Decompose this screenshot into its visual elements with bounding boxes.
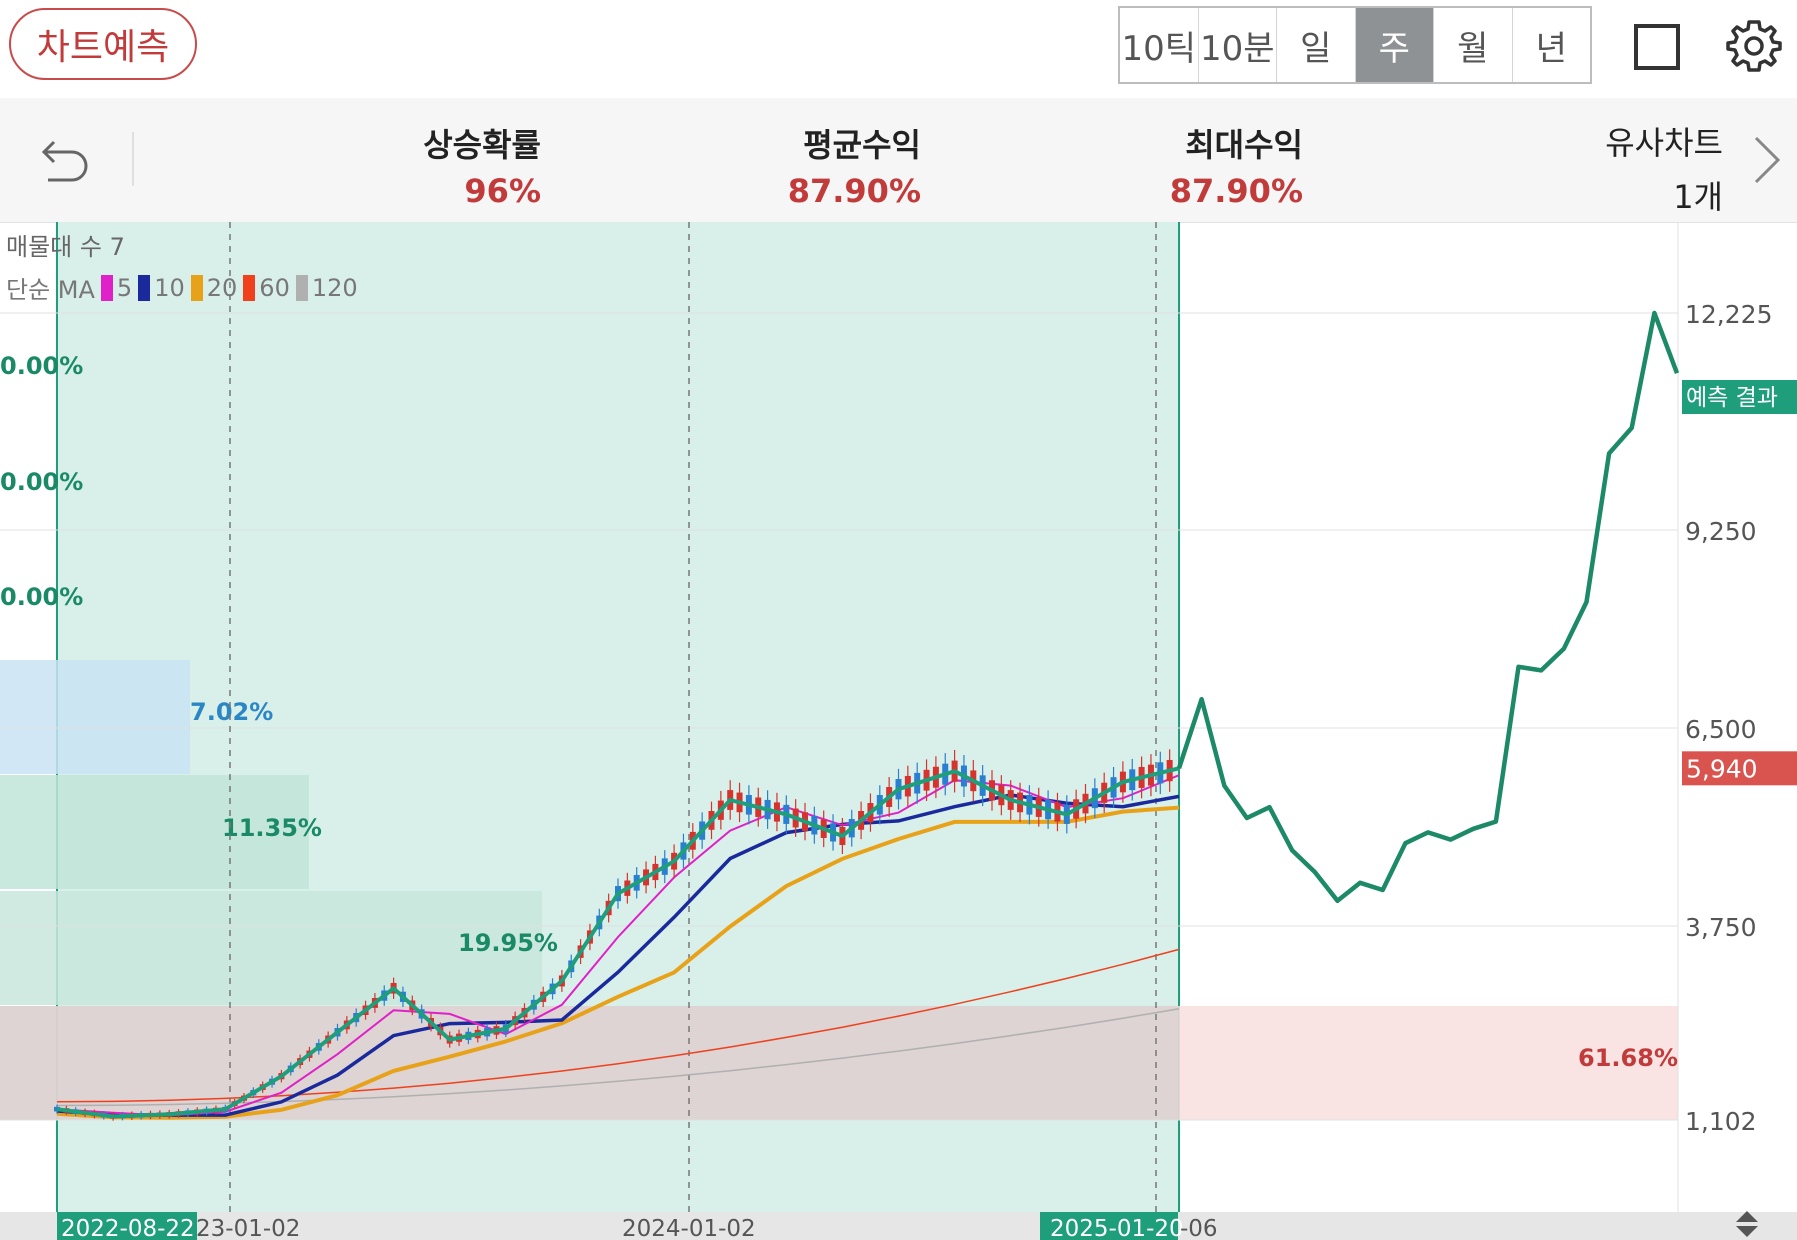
rise-probability-label: 상승확률 (423, 126, 541, 164)
current-price-label: 5,940 (1686, 754, 1758, 783)
volume-profile-band-overlay (0, 1006, 1179, 1120)
ma5-swatch (100, 274, 113, 301)
price-tick-label: 9,250 (1685, 517, 1757, 546)
volume-profile-label: 0.00% (0, 468, 83, 496)
ma10-label: 10 (154, 273, 185, 302)
forecast-line (1176, 310, 1680, 904)
volume-profile-label: 19.95% (458, 929, 558, 957)
stats-bar: 상승확률 96% 평균수익 87.90% 최대수익 87.90% 유사차트 1개 (0, 98, 1797, 223)
period-10min[interactable]: 10분 (1199, 8, 1277, 82)
window-start-date-label: 2022-08-22 (61, 1216, 195, 1240)
gear-icon[interactable] (1726, 18, 1782, 74)
volume-profile-label: 11.35% (222, 814, 322, 842)
max-return-label: 최대수익 (1185, 126, 1303, 164)
average-return-value: 87.90% (787, 172, 921, 210)
ma20-swatch (190, 274, 203, 301)
period-selector: 10틱 10분 일 주 월 년 (1118, 6, 1592, 84)
period-month[interactable]: 월 (1434, 8, 1513, 82)
ma-legend: 단순 MA 5 10 20 60 120 (6, 270, 358, 305)
pattern-line (56, 766, 1180, 1119)
ma60-label: 60 (259, 273, 290, 302)
chevron-right-icon[interactable] (1748, 130, 1788, 190)
ma20-line (56, 805, 1180, 1120)
similar-chart[interactable]: 유사차트 1개 (1605, 118, 1723, 218)
similar-chart-count: 1개 (1673, 178, 1723, 216)
candle-body (54, 1106, 60, 1112)
price-tick-label: 12,225 (1685, 300, 1772, 329)
volume-profile-band (0, 891, 542, 1005)
price-tick-label: 3,750 (1685, 913, 1757, 942)
ma60-swatch (243, 274, 256, 301)
rise-probability: 상승확률 96% (423, 120, 541, 210)
average-return: 평균수익 87.90% (788, 120, 921, 210)
average-return-label: 평균수익 (803, 126, 921, 164)
price-tick-label: 6,500 (1685, 715, 1757, 744)
ma120-label: 120 (311, 273, 358, 302)
current-price-tag (1682, 751, 1797, 786)
chart-predict-button[interactable]: 차트예측 (9, 8, 197, 80)
ma5-label: 5 (116, 273, 133, 302)
volume-profile-label: 7.02% (190, 698, 273, 726)
period-week[interactable]: 주 (1355, 8, 1434, 82)
undo-icon[interactable] (38, 132, 94, 188)
period-year[interactable]: 년 (1535, 28, 1567, 69)
period-10tick[interactable]: 10틱 (1120, 8, 1199, 82)
ma20-label: 20 (206, 273, 238, 302)
window-end-date-label: 2025-01-20 (1050, 1216, 1184, 1240)
divider (132, 132, 134, 186)
volume-profile-legend: 매물대 수 7 (6, 233, 125, 261)
volume-profile-label: 0.00% (0, 352, 83, 380)
volume-profile-band (0, 775, 309, 889)
date-label: -06 (1180, 1216, 1218, 1240)
square-icon[interactable] (1634, 24, 1680, 70)
price-tick-label: 1,102 (1685, 1107, 1757, 1136)
date-label: 2024-01-02 (622, 1216, 756, 1240)
prediction-result-tag (1682, 380, 1797, 414)
date-axis-bar (0, 1212, 1797, 1240)
volume-profile-label: 61.68% (1578, 1044, 1678, 1072)
similar-chart-label: 유사차트 (1605, 124, 1723, 162)
ma10-swatch (138, 274, 151, 301)
ma-type-label: 단순 MA (6, 276, 95, 304)
max-return: 최대수익 87.90% (1170, 120, 1303, 210)
scroll-toggle-icon[interactable] (1732, 1208, 1762, 1240)
ma120-swatch (295, 274, 308, 301)
period-day[interactable]: 일 (1277, 8, 1356, 82)
window-start-date-tag (57, 1212, 197, 1240)
date-label: 23-01-02 (196, 1216, 300, 1240)
volume-profile-band (0, 660, 190, 774)
price-chart[interactable]: 0.00% 0.00% 0.00% 7.02% 11.35% 19.95% 61.68% 12… (0, 222, 1797, 1240)
rise-probability-value: 96% (464, 172, 541, 210)
volume-profile-label: 0.00% (0, 583, 83, 611)
window-end-date-tag (1040, 1212, 1178, 1240)
prediction-result-label: 예측 결과 (1686, 385, 1778, 411)
top-toolbar: 차트예측 10틱 10분 일 주 월 년 (0, 0, 1797, 98)
max-return-value: 87.90% (1169, 172, 1303, 210)
